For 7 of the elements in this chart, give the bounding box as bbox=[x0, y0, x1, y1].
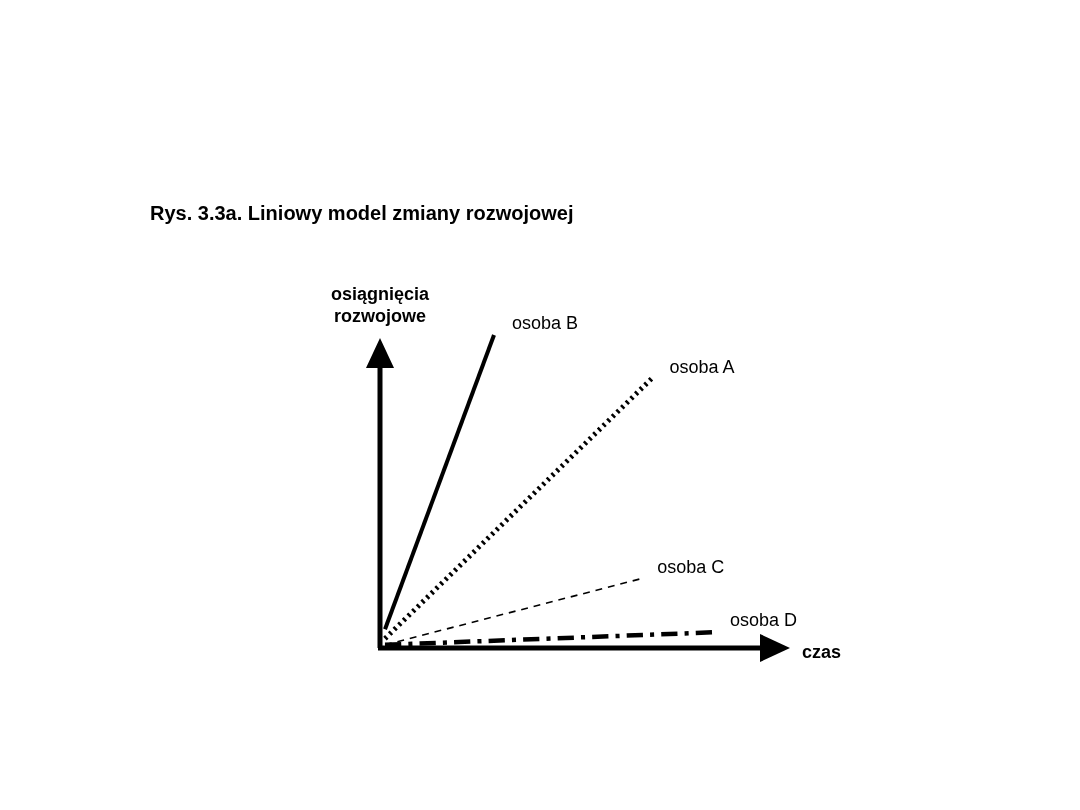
chart-title: Rys. 3.3a. Liniowy model zmiany rozwojowej bbox=[150, 202, 574, 224]
x-axis-title: czas bbox=[802, 642, 842, 662]
series-label: osoba B bbox=[512, 313, 579, 333]
series-label: osoba A bbox=[669, 356, 735, 377]
series-label: osoba C bbox=[657, 557, 725, 578]
series-label: osoba D bbox=[730, 610, 798, 631]
y-axis-title: osiągnięcia rozwojowe bbox=[330, 284, 431, 326]
